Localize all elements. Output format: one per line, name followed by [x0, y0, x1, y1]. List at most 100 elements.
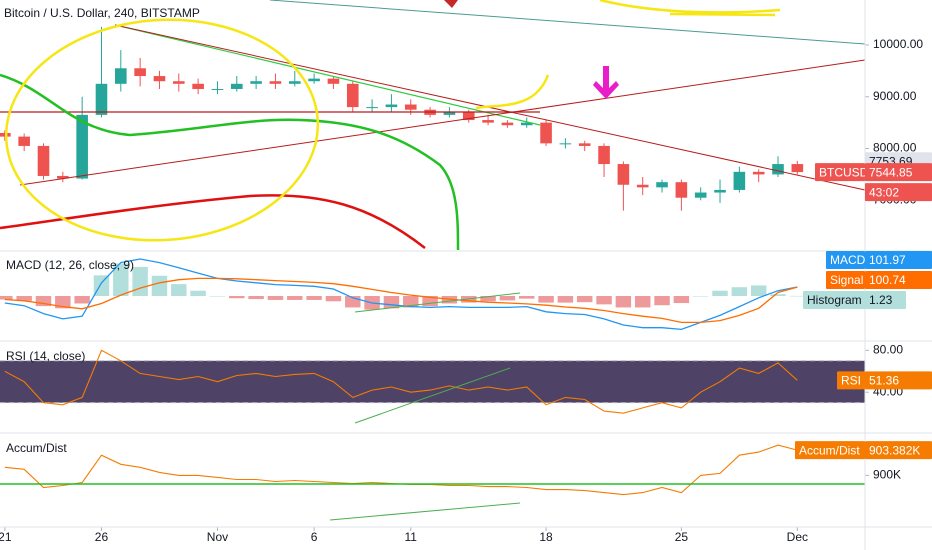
candle-body: [404, 104, 417, 110]
legend-value-box: [865, 291, 906, 309]
histogram-bar: [770, 294, 786, 296]
pane-title: RSI (14, close): [6, 349, 85, 363]
candle-body: [462, 112, 475, 121]
histogram-bar: [789, 295, 806, 297]
x-tick-label: 25: [675, 530, 689, 544]
legend-name-box: [803, 291, 865, 309]
y-tick-label: 8000.00: [873, 141, 917, 155]
histogram-bar: [267, 296, 284, 300]
histogram-bar: [576, 296, 593, 303]
trend-line: [329, 502, 521, 521]
histogram-bar: [151, 275, 168, 296]
candle-body: [346, 83, 359, 108]
legend-value: 903.382K: [869, 443, 920, 457]
histogram-bar: [480, 296, 496, 302]
candle-body: [617, 164, 630, 185]
histogram-bar: [615, 296, 632, 308]
histogram-bar: [383, 296, 400, 309]
candle-body: [115, 68, 127, 84]
histogram-bar: [654, 296, 670, 306]
histogram-bar: [55, 296, 71, 309]
trend-line: [114, 24, 541, 126]
legend-name: MACD: [830, 253, 866, 267]
indicator-line: [4, 349, 798, 414]
legend-value-box: [865, 271, 932, 289]
y-tick-label: 9000.00: [873, 89, 917, 103]
histogram-bar: [190, 290, 206, 296]
legend-name-box: [837, 371, 865, 390]
moving-average: [0, 194, 426, 249]
candle-body: [230, 83, 243, 89]
candle-body: [192, 83, 204, 89]
legend-value: 100.74: [869, 273, 906, 287]
histogram-bar: [422, 296, 438, 307]
chart-title: Bitcoin / U.S. Dollar, 240, BITSTAMP: [4, 6, 200, 20]
candle-body: [501, 122, 514, 126]
candle-body: [578, 143, 591, 146]
histogram-bar: [325, 296, 342, 302]
legend-value-box: [865, 441, 932, 460]
histogram-bar: [306, 296, 322, 300]
candle-body: [288, 81, 301, 84]
legend-value-box: [865, 251, 932, 269]
histogram-bar: [538, 296, 554, 303]
arrow: [593, 66, 619, 99]
legend-value: 101.97: [869, 253, 906, 267]
histogram-bar: [519, 296, 535, 299]
moving-average: [0, 73, 460, 251]
candle-body: [675, 182, 688, 198]
candle-body: [752, 171, 765, 175]
candle-body: [385, 104, 398, 108]
histogram-bar: [0, 296, 13, 300]
y-tick-label: 10000.00: [873, 37, 923, 51]
pane-title: Accum/Dist: [6, 441, 67, 455]
legend-name-box: [795, 441, 865, 460]
candle-body: [656, 182, 668, 188]
candle-body: [772, 164, 784, 175]
candle-body: [636, 184, 649, 188]
candle-body: [559, 143, 572, 145]
y-tick-label: 900K: [873, 468, 901, 482]
last-price-tag: 7544.85: [869, 165, 913, 179]
legend-value: 1.23: [869, 293, 893, 307]
legend-name: Signal: [830, 273, 863, 287]
x-tick-label: Nov: [207, 530, 228, 544]
candle-body: [95, 83, 108, 115]
arrow: [444, 0, 458, 8]
histogram-bar: [596, 296, 612, 305]
histogram-bar: [345, 296, 361, 308]
candle-body: [714, 189, 726, 193]
candle-body: [598, 145, 610, 165]
x-tick-label: 11: [405, 530, 418, 544]
candle-body: [211, 88, 224, 90]
highlight-curve: [475, 74, 550, 110]
highlight-ellipse: [4, 18, 320, 242]
x-tick-label: 18: [539, 530, 553, 544]
indicator-line: [4, 258, 798, 331]
histogram-bar: [248, 296, 264, 300]
candle-body: [520, 122, 533, 126]
x-tick-label: 21: [0, 530, 12, 544]
histogram-bar: [557, 296, 574, 303]
legend-value-box: [865, 371, 932, 390]
candle-body: [791, 164, 804, 173]
histogram-bar: [750, 285, 767, 296]
candle-body: [153, 76, 166, 82]
countdown-tag-box: [865, 183, 932, 202]
candle-body: [482, 120, 494, 123]
symbol-tag: BTCUSD: [819, 165, 869, 179]
candle-body: [733, 171, 746, 190]
highlight-curve: [599, 0, 781, 17]
candle-body: [76, 114, 88, 179]
histogram-bar: [93, 275, 110, 296]
candle-body: [134, 68, 146, 77]
trend-line: [354, 367, 511, 424]
histogram-bar: [692, 296, 709, 297]
legend-name: Histogram: [807, 293, 862, 307]
histogram-bar: [35, 296, 52, 307]
histogram-bar: [673, 296, 690, 304]
trend-line: [19, 59, 866, 186]
